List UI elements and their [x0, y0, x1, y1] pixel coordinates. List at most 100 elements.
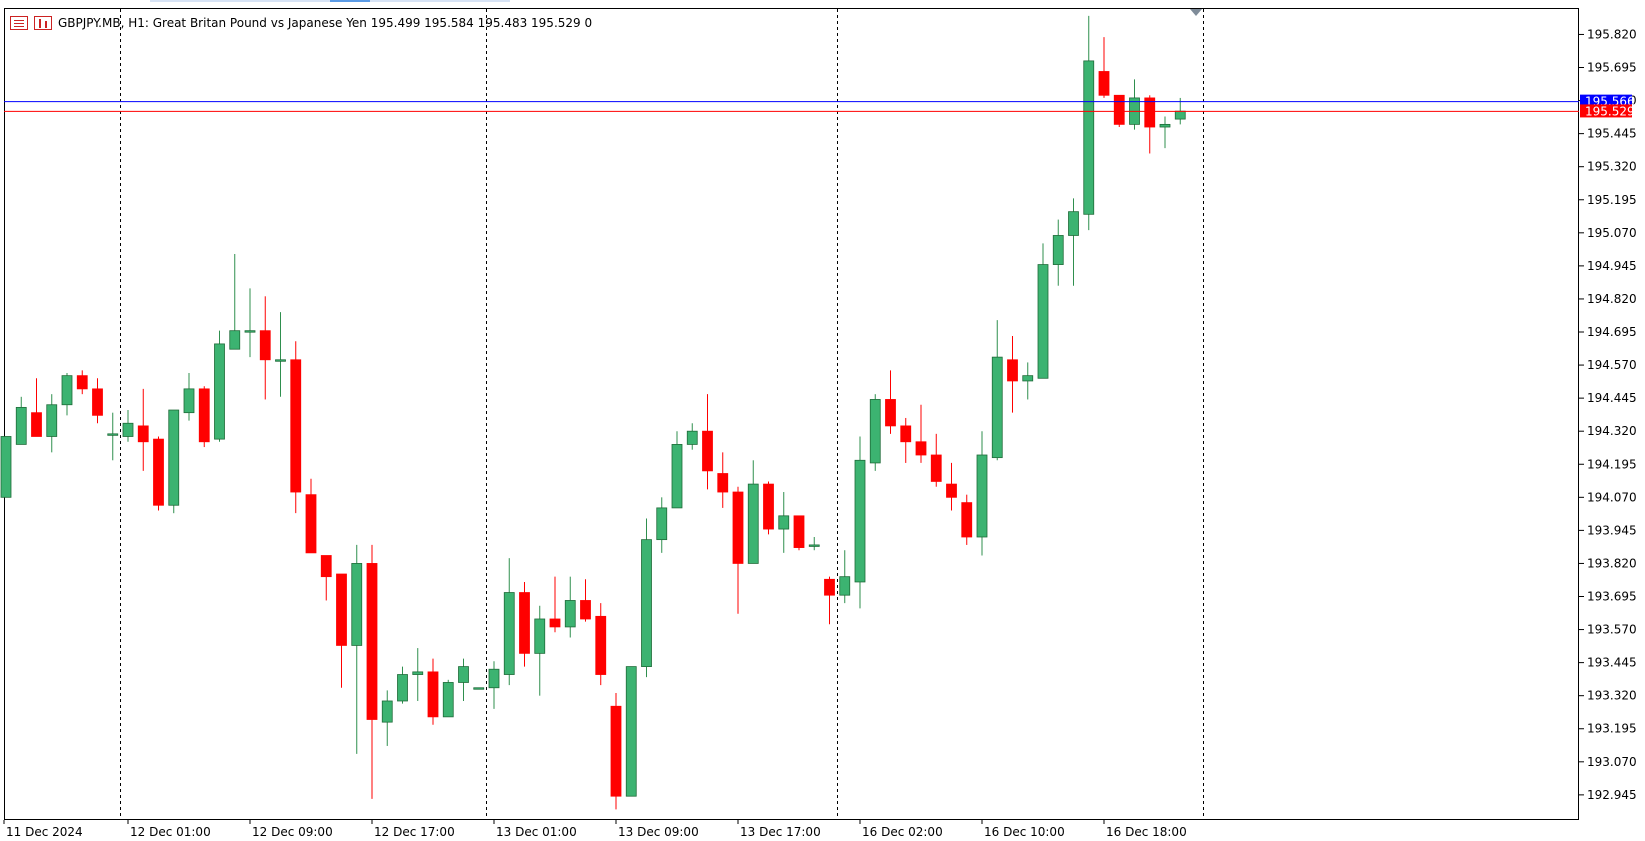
candle-body: [153, 438, 164, 506]
candle-body: [1052, 235, 1064, 265]
candle-body: [1022, 375, 1034, 382]
candle-body: [671, 444, 683, 509]
y-tick-label: 193.820: [1587, 556, 1637, 570]
candle-body: [961, 502, 973, 538]
candle-body: [458, 666, 469, 683]
candle-body: [946, 483, 957, 498]
candle-body: [290, 359, 302, 493]
y-tick-label: 194.070: [1587, 490, 1637, 504]
candle-body: [519, 592, 530, 654]
candle-body: [763, 483, 774, 530]
candle-body: [275, 359, 286, 362]
candle-body: [305, 494, 317, 554]
candle-body: [564, 600, 576, 628]
y-tick-label: 194.570: [1587, 358, 1637, 372]
candle-body: [808, 544, 820, 547]
candle-body: [854, 459, 866, 583]
candle-body: [1174, 110, 1186, 120]
candle-body: [397, 674, 408, 702]
y-tick-label: 195.820: [1587, 27, 1637, 41]
candle-body: [1083, 60, 1095, 215]
candle-body: [534, 618, 546, 654]
candle-body: [473, 687, 485, 690]
candle-body: [503, 592, 515, 675]
candle-body: [732, 491, 744, 564]
candle-body: [351, 563, 363, 646]
candle-body: [1068, 211, 1079, 236]
candle-body: [1113, 94, 1125, 125]
candle-body: [183, 388, 195, 414]
candle-body: [46, 404, 58, 437]
chart-list-icon[interactable]: [10, 16, 28, 30]
y-tick-label: 195.070: [1587, 226, 1637, 240]
y-tick-label: 194.320: [1587, 424, 1637, 438]
active-tab-indicator: [330, 0, 370, 2]
candle-body: [869, 399, 881, 464]
y-tick-label: 194.695: [1587, 325, 1637, 339]
candle-body: [625, 666, 637, 797]
x-tick-label: 13 Dec 01:00: [496, 825, 577, 839]
candle-body: [778, 515, 790, 530]
y-tick-label: 192.945: [1587, 788, 1637, 802]
y-tick-label: 195.320: [1587, 160, 1637, 174]
plot-area[interactable]: [4, 8, 1579, 820]
x-tick-label: 12 Dec 09:00: [252, 825, 333, 839]
candle-body: [900, 425, 912, 443]
candle-body: [702, 430, 713, 472]
x-tick-label: 13 Dec 09:00: [618, 825, 699, 839]
y-tick-label: 195.195: [1587, 193, 1637, 207]
candle-body: [122, 422, 134, 437]
y-tick-label: 194.195: [1587, 457, 1637, 471]
x-tick-label: 16 Dec 18:00: [1106, 825, 1187, 839]
candle-body: [366, 563, 378, 720]
y-tick-label: 193.070: [1587, 755, 1637, 769]
candle-body: [229, 330, 241, 350]
tab-strip: [150, 0, 510, 2]
candle-body: [793, 515, 805, 548]
candle-body: [915, 441, 927, 456]
candle-body: [488, 668, 500, 689]
chart-shift-marker-icon: [1190, 9, 1202, 16]
last-price-badge: [1580, 104, 1632, 118]
x-tick-label: 16 Dec 02:00: [862, 825, 943, 839]
candle-body: [839, 576, 851, 596]
candle-body: [214, 343, 225, 440]
candle-body: [412, 671, 424, 675]
y-tick-label: 195.695: [1587, 61, 1637, 75]
toolbar-strip: [0, 0, 1645, 8]
x-tick-label: 16 Dec 10:00: [984, 825, 1065, 839]
candle-body: [610, 705, 622, 797]
candle-body: [427, 671, 439, 718]
candlestick-mode-icon[interactable]: [34, 16, 52, 30]
y-tick-label: 194.945: [1587, 259, 1637, 273]
candle-body: [930, 454, 942, 482]
candle-body: [595, 615, 607, 675]
candle-body: [1144, 97, 1156, 128]
candle-body: [320, 555, 332, 578]
candle-body: [336, 573, 347, 646]
candle-body: [244, 330, 256, 333]
y-tick-label: 193.945: [1587, 523, 1637, 537]
candle-body: [1098, 71, 1110, 96]
candle-body: [976, 454, 988, 538]
y-tick-label: 194.820: [1587, 292, 1637, 306]
candle-body: [107, 433, 119, 436]
candle-body: [641, 539, 652, 667]
candle-body: [686, 430, 698, 445]
candle-body: [92, 388, 103, 416]
candle-body: [259, 330, 271, 361]
candle-body: [747, 483, 759, 564]
x-tick-label: 13 Dec 17:00: [740, 825, 821, 839]
candle-body: [656, 507, 668, 541]
candle-body: [991, 356, 1003, 459]
candle-body: [442, 682, 454, 718]
x-tick-label: 11 Dec 2024: [6, 825, 83, 839]
candle-body: [0, 436, 12, 498]
y-tick-label: 194.445: [1587, 391, 1637, 405]
candle-body: [717, 473, 729, 493]
y-tick-label: 193.445: [1587, 656, 1637, 670]
candle-body: [31, 412, 42, 437]
symbol-info-text: GBPJPY.MB, H1: Great Britan Pound vs Jap…: [58, 16, 593, 30]
